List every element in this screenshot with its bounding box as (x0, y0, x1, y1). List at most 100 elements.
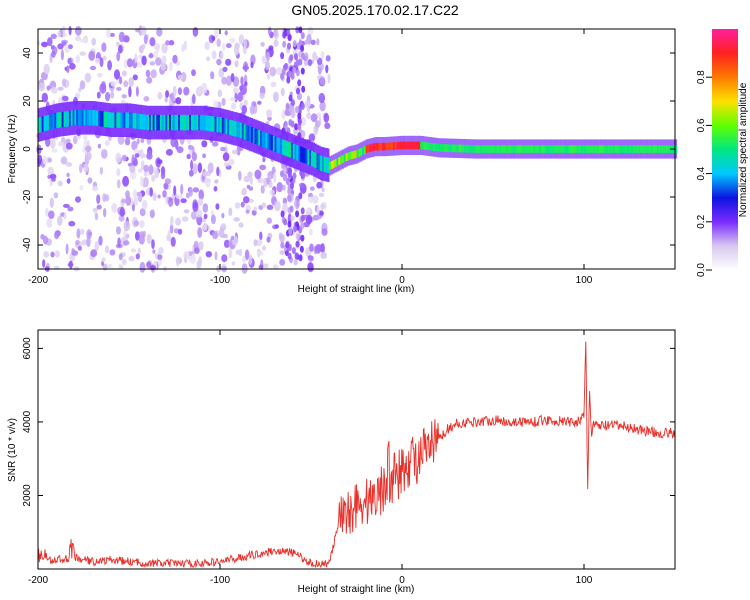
noise-blob (253, 206, 258, 212)
noise-blob (244, 249, 250, 260)
noise-blob (89, 65, 97, 71)
ridge-core (189, 114, 192, 131)
noise-blob (119, 76, 123, 85)
snr-ytick-label: 2000 (22, 484, 33, 507)
noise-blob (202, 171, 209, 177)
ridge-core (531, 145, 534, 153)
ridge-core (675, 145, 678, 153)
noise-blob (280, 52, 285, 60)
noise-blob (140, 138, 145, 144)
noise-blob (212, 231, 218, 240)
ridge-core (474, 145, 477, 153)
ridge-core (502, 145, 505, 153)
noise-blob (266, 109, 273, 118)
ridge-core (205, 115, 208, 131)
ridge-core (138, 113, 141, 130)
ridge-core (536, 145, 539, 153)
noise-blob (148, 164, 154, 175)
noise-blob (180, 71, 187, 83)
ridge-core (514, 145, 517, 153)
ridge-core (647, 145, 650, 153)
noise-blob (290, 215, 295, 221)
ridge-core (387, 142, 390, 151)
ridge-core (554, 145, 557, 153)
ridge-core (130, 112, 133, 129)
noise-blob (75, 196, 81, 203)
noise-blob (294, 123, 299, 131)
ridge-core (234, 121, 237, 137)
noise-blob (148, 52, 154, 59)
noise-blob (118, 31, 125, 43)
ridge-core (332, 160, 335, 168)
noise-blob (121, 94, 127, 99)
ridge-core (59, 112, 62, 128)
noise-blob (215, 203, 220, 210)
noise-blob (74, 26, 82, 36)
spectrogram-ytick-label: 20 (22, 95, 33, 107)
noise-blob (317, 67, 322, 75)
noise-blob (197, 198, 204, 206)
ridge-core (467, 144, 470, 153)
ridge-core (303, 148, 306, 164)
noise-blob (139, 208, 146, 217)
noise-blob (234, 202, 241, 209)
noise-blob (273, 172, 277, 183)
noise-blob (83, 134, 88, 141)
noise-blob (54, 250, 60, 258)
noise-blob (295, 210, 300, 218)
noise-blob (320, 51, 325, 60)
noise-blob (143, 96, 150, 102)
colorbar: 0.0 0.2 0.4 0.6 0.8 Normalized spectral ampl… (696, 29, 749, 277)
noise-blob (285, 178, 290, 185)
ridge-core (396, 141, 399, 150)
noise-blob (214, 179, 219, 184)
noise-blob (221, 43, 226, 52)
noise-blob (295, 106, 299, 114)
noise-blob (170, 215, 174, 227)
noise-blob (281, 109, 286, 120)
noise-blob (157, 159, 163, 165)
noise-blob (155, 57, 162, 66)
noise-blob (169, 61, 173, 72)
noise-blob (228, 247, 233, 259)
ridge-core (96, 110, 99, 126)
noise-blob (142, 199, 148, 210)
noise-blob (183, 40, 187, 51)
ridge-core (576, 145, 579, 153)
noise-blob (282, 173, 288, 182)
ridge-core (402, 141, 405, 150)
ridge-core (312, 151, 315, 168)
noise-blob (78, 87, 82, 93)
ridge-core (565, 145, 568, 153)
noise-blob (243, 38, 247, 48)
noise-blob (291, 99, 295, 107)
noise-blob (183, 209, 190, 214)
noise-blob (81, 239, 88, 246)
noise-blob (250, 61, 254, 69)
ridge-core (136, 113, 139, 129)
ridge-core (447, 144, 450, 152)
noise-blob (310, 186, 315, 191)
noise-blob (102, 193, 107, 203)
noise-blob (188, 186, 193, 197)
noise-blob (68, 25, 72, 36)
noise-blob (107, 60, 112, 71)
ridge-core (445, 144, 448, 152)
noise-blob (288, 119, 293, 126)
noise-blob (279, 250, 285, 255)
ridge-core (542, 145, 545, 153)
noise-blob (230, 102, 237, 110)
ridge-core (505, 145, 508, 153)
ridge-core (201, 114, 204, 131)
spectrogram-xtick-label: -200 (28, 275, 48, 286)
noise-blob (75, 35, 81, 42)
noise-blob (325, 64, 329, 74)
ridge-core (154, 114, 157, 131)
ridge-core (480, 145, 483, 153)
ridge-core (392, 142, 395, 150)
noise-blob (140, 148, 144, 159)
noise-blob (284, 108, 289, 116)
noise-blob (123, 220, 131, 232)
noise-blob (198, 189, 204, 200)
ridge-core (243, 124, 246, 140)
